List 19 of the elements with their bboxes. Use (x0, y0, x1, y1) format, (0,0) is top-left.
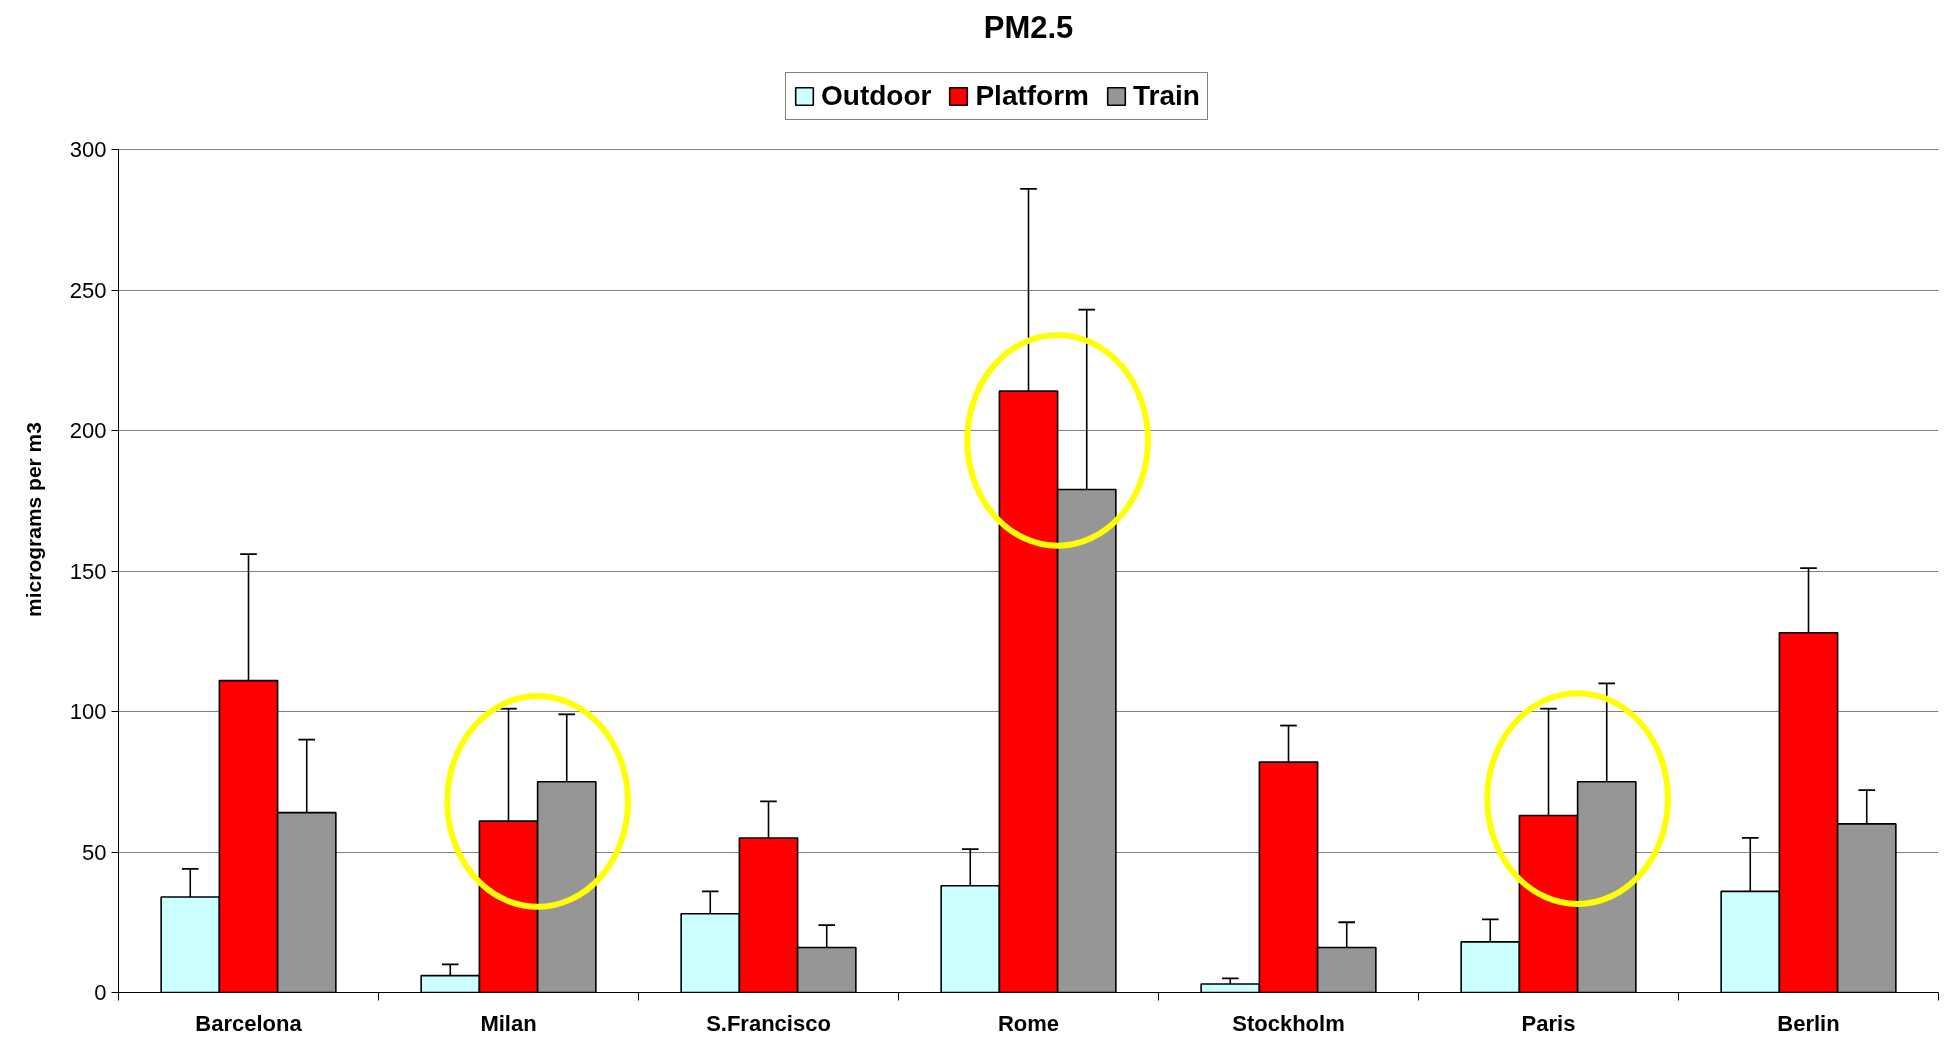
legend-label: Outdoor (821, 80, 932, 112)
x-tick-label: Stockholm (1232, 1010, 1345, 1036)
y-tick-label: 300 (69, 137, 107, 162)
x-tick-label: Barcelona (195, 1010, 303, 1036)
chart-title: PM2.5 (983, 9, 1074, 45)
y-tick-label: 150 (69, 558, 107, 584)
x-tick-label: Berlin (1777, 1010, 1840, 1036)
legend-label: Platform (975, 80, 1089, 112)
y-tick-label: 100 (69, 699, 107, 724)
legend-label: Train (1133, 80, 1200, 112)
y-tick-label: 0 (94, 980, 107, 1005)
x-tick-label: Paris (1521, 1010, 1576, 1036)
y-tick-label: 250 (69, 277, 107, 303)
y-tick-label: 200 (69, 418, 107, 443)
x-tick-label: S.Francisco (706, 1010, 831, 1036)
y-tick-label: 50 (82, 839, 107, 865)
x-tick-label: Rome (997, 1010, 1060, 1036)
y-axis-title: micrograms per m3 (21, 422, 45, 617)
x-tick-label: Milan (480, 1010, 537, 1036)
